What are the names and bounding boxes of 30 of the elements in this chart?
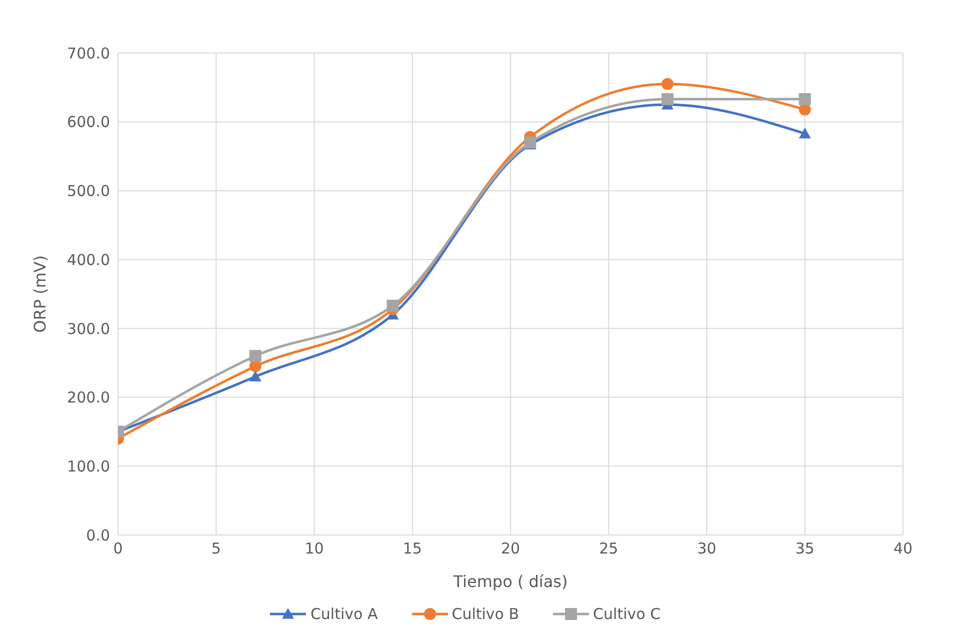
legend-label: Cultivo A [309,605,378,623]
y-tick-label: 0.0 [86,526,110,544]
x-tick-label: 5 [211,540,221,558]
x-tick-label: 10 [304,540,324,558]
legend-label: Cultivo B [450,605,520,623]
x-tick-label: 35 [795,540,814,558]
point [662,93,674,106]
point [798,93,811,106]
x-tick-label: 20 [500,540,520,558]
x-tick-label: 25 [599,540,618,558]
point [249,370,262,382]
y-tick-label: 700.0 [67,44,110,62]
point [249,350,262,362]
point [386,300,399,312]
point [798,128,811,138]
point [662,78,674,90]
x-tick-label: 40 [893,540,913,558]
x-tick-label: 0 [113,540,123,558]
y-tick-label: 600.0 [67,113,110,132]
y-tick-label: 100.0 [67,457,110,476]
legend-label: Cultivo C [592,605,661,623]
y-axis-title: ORP (mV) [30,255,50,333]
x-tick-label: 15 [402,540,422,558]
y-tick-label: 400.0 [67,250,110,269]
point [249,360,262,372]
y-tick-label: 300.0 [67,320,110,338]
x-tick-label: 30 [697,540,716,558]
y-tick-label: 500.0 [67,182,110,200]
y-tick-label: 200.0 [67,388,110,407]
x-axis-title: Tiempo ( días) [452,572,568,591]
